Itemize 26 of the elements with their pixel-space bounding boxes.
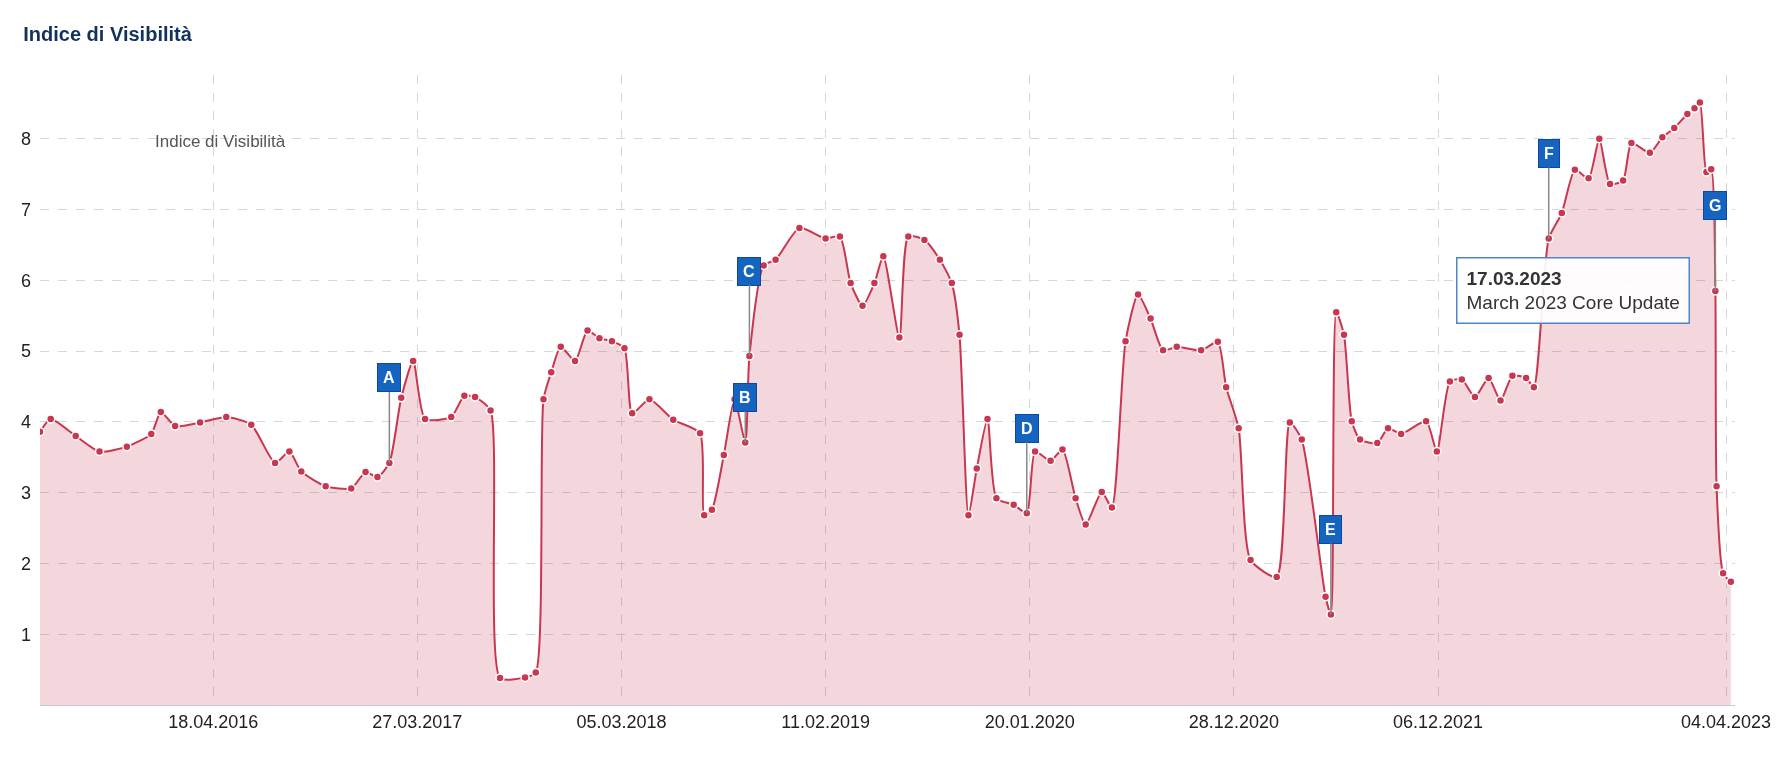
y-tick-label: 5	[20, 341, 31, 362]
y-tick-label: 7	[20, 199, 31, 220]
annotation: A	[383, 369, 395, 386]
annotation: G	[1709, 197, 1722, 214]
y-tick-label: 6	[20, 270, 31, 291]
x-tick-label: 27.03.2017	[372, 711, 463, 732]
y-tick-label: 4	[20, 412, 31, 433]
x-tick-label: 18.04.2016	[168, 711, 259, 732]
y-tick-label: 2	[20, 553, 31, 574]
x-tick-label: 04.04.2023	[1681, 711, 1772, 732]
annotation: E	[1325, 521, 1336, 538]
y-tick-label: 3	[20, 482, 31, 503]
annotation: F	[1544, 145, 1554, 162]
x-tick-label: 05.03.2018	[576, 711, 667, 732]
x-tick-label: 11.02.2019	[781, 711, 870, 732]
annotation: 17.03.2023 March 2023 Core Update	[1466, 267, 1680, 314]
x-tick-label: 20.01.2020	[984, 711, 1075, 732]
x-tick-label: 28.12.2020	[1188, 711, 1279, 732]
annotation: D	[1021, 420, 1033, 437]
legend-title: Indice di Visibilità	[155, 132, 286, 151]
y-tick-label: 8	[20, 129, 31, 150]
annotation: B	[739, 389, 751, 406]
y-tick-label: 1	[20, 624, 31, 645]
chart-title: Indice di Visibilità	[23, 23, 193, 46]
x-tick-label: 06.12.2021	[1392, 711, 1484, 732]
annotation: C	[743, 263, 755, 280]
